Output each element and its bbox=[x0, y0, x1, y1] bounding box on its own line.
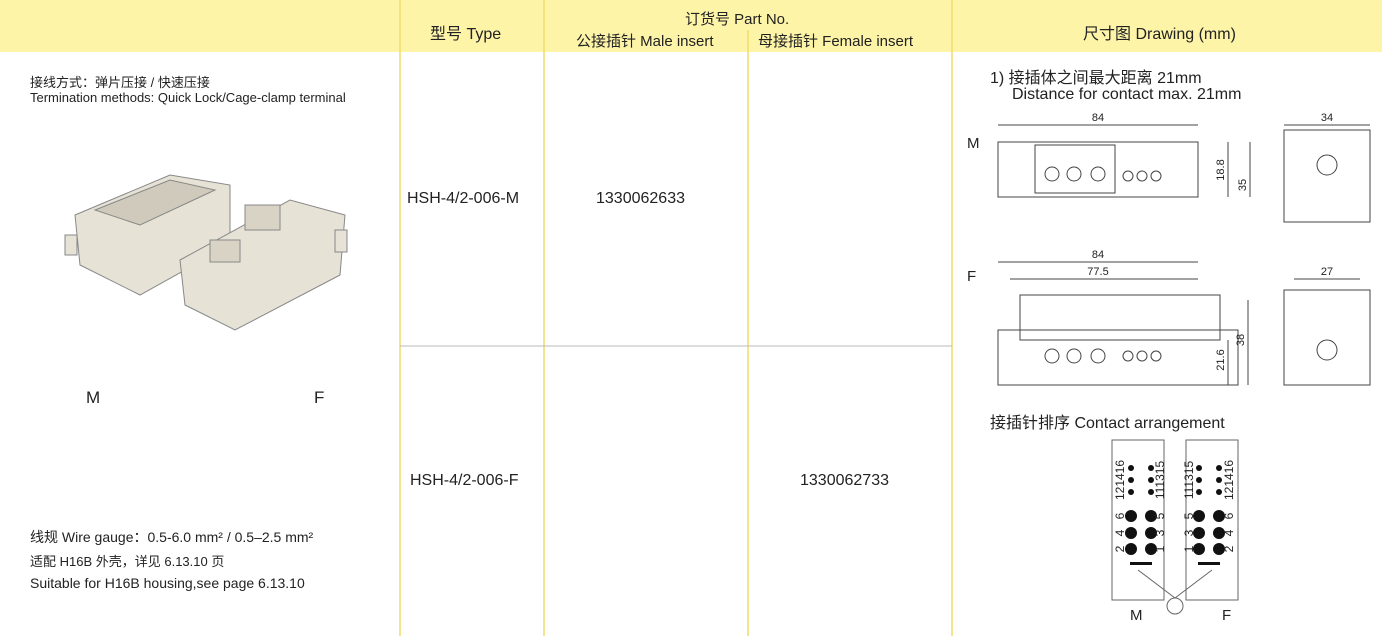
bottom-m: M bbox=[1130, 607, 1143, 624]
female-drawing bbox=[997, 261, 1371, 386]
pin-label: 6 bbox=[1113, 512, 1127, 519]
drawing-m: M bbox=[967, 135, 980, 152]
pin-label: 111315 bbox=[1153, 461, 1167, 500]
housing-en: Suitable for H16B housing,see page 6.13.… bbox=[30, 575, 305, 591]
pin-label: 111315 bbox=[1182, 461, 1196, 500]
pin-label: 3 bbox=[1153, 529, 1167, 536]
pin-label: 5 bbox=[1153, 512, 1167, 519]
pin-label: 3 bbox=[1182, 529, 1196, 536]
product-image bbox=[64, 174, 348, 331]
dimension-labels: 84 34 18.8 35 84 77.5 27 21.6 38 bbox=[1087, 112, 1333, 371]
contact-title: 接插针排序 Contact arrangement bbox=[990, 415, 1225, 432]
header-band bbox=[0, 0, 1382, 52]
dim: 84 bbox=[1092, 249, 1104, 261]
pin-labels: 2 4 6 121416 1 3 5 111315 1 3 5 111315 2 4 6 121416 bbox=[1113, 460, 1236, 553]
column-lines bbox=[399, 0, 953, 636]
label-m: M bbox=[86, 388, 101, 407]
row-male: 1330062633 bbox=[596, 190, 685, 207]
contact-frames bbox=[1111, 439, 1239, 615]
header-drawing: 尺寸图 Drawing (mm) bbox=[1083, 26, 1236, 43]
dim: 38 bbox=[1235, 334, 1247, 346]
termination-en: Termination methods: Quick Lock/Cage-cla… bbox=[30, 90, 346, 105]
dim: 18.8 bbox=[1215, 159, 1227, 180]
dim: 34 bbox=[1321, 112, 1333, 124]
note-cn: 1) 接插体之间最大距离 21mm bbox=[990, 70, 1202, 87]
dim: 35 bbox=[1237, 179, 1249, 191]
note-en: Distance for contact max. 21mm bbox=[1012, 86, 1242, 103]
wire-gauge: 线规 Wire gauge：0.5-6.0 mm² / 0.5–2.5 mm² bbox=[30, 529, 314, 545]
pin-label: 5 bbox=[1182, 512, 1196, 519]
pin-label: 4 bbox=[1113, 529, 1127, 536]
pin-label: 2 bbox=[1222, 545, 1236, 552]
pin-label: 1 bbox=[1182, 545, 1196, 552]
header-male: 公接插针 Male insert bbox=[576, 33, 714, 50]
dim: 84 bbox=[1092, 112, 1104, 124]
row-female: 1330062733 bbox=[800, 472, 889, 489]
pin-label: 6 bbox=[1222, 512, 1236, 519]
pin-label: 1 bbox=[1153, 545, 1167, 552]
dim: 21.6 bbox=[1215, 349, 1227, 370]
header-type: 型号 Type bbox=[430, 26, 502, 43]
pin-label: 121416 bbox=[1222, 460, 1236, 500]
bottom-f: F bbox=[1222, 607, 1232, 624]
termination-cn: 接线方式：弹片压接 / 快速压接 bbox=[30, 75, 210, 90]
header-part-no: 订货号 Part No. bbox=[685, 11, 790, 28]
pin-label: 4 bbox=[1222, 529, 1236, 536]
contact-dots bbox=[1125, 465, 1225, 565]
pin-label: 121416 bbox=[1113, 460, 1127, 500]
dim: 77.5 bbox=[1087, 266, 1108, 278]
label-f: F bbox=[314, 388, 325, 407]
drawing-f: F bbox=[967, 268, 977, 285]
housing-cn: 适配 H16B 外壳，详见 6.13.10 页 bbox=[30, 554, 225, 569]
row-type: HSH-4/2-006-M bbox=[407, 190, 520, 207]
pin-label: 2 bbox=[1113, 545, 1127, 552]
male-drawing bbox=[997, 124, 1371, 223]
row-type: HSH-4/2-006-F bbox=[410, 472, 519, 489]
header-female: 母接插针 Female insert bbox=[758, 33, 914, 50]
dim: 27 bbox=[1321, 266, 1333, 278]
